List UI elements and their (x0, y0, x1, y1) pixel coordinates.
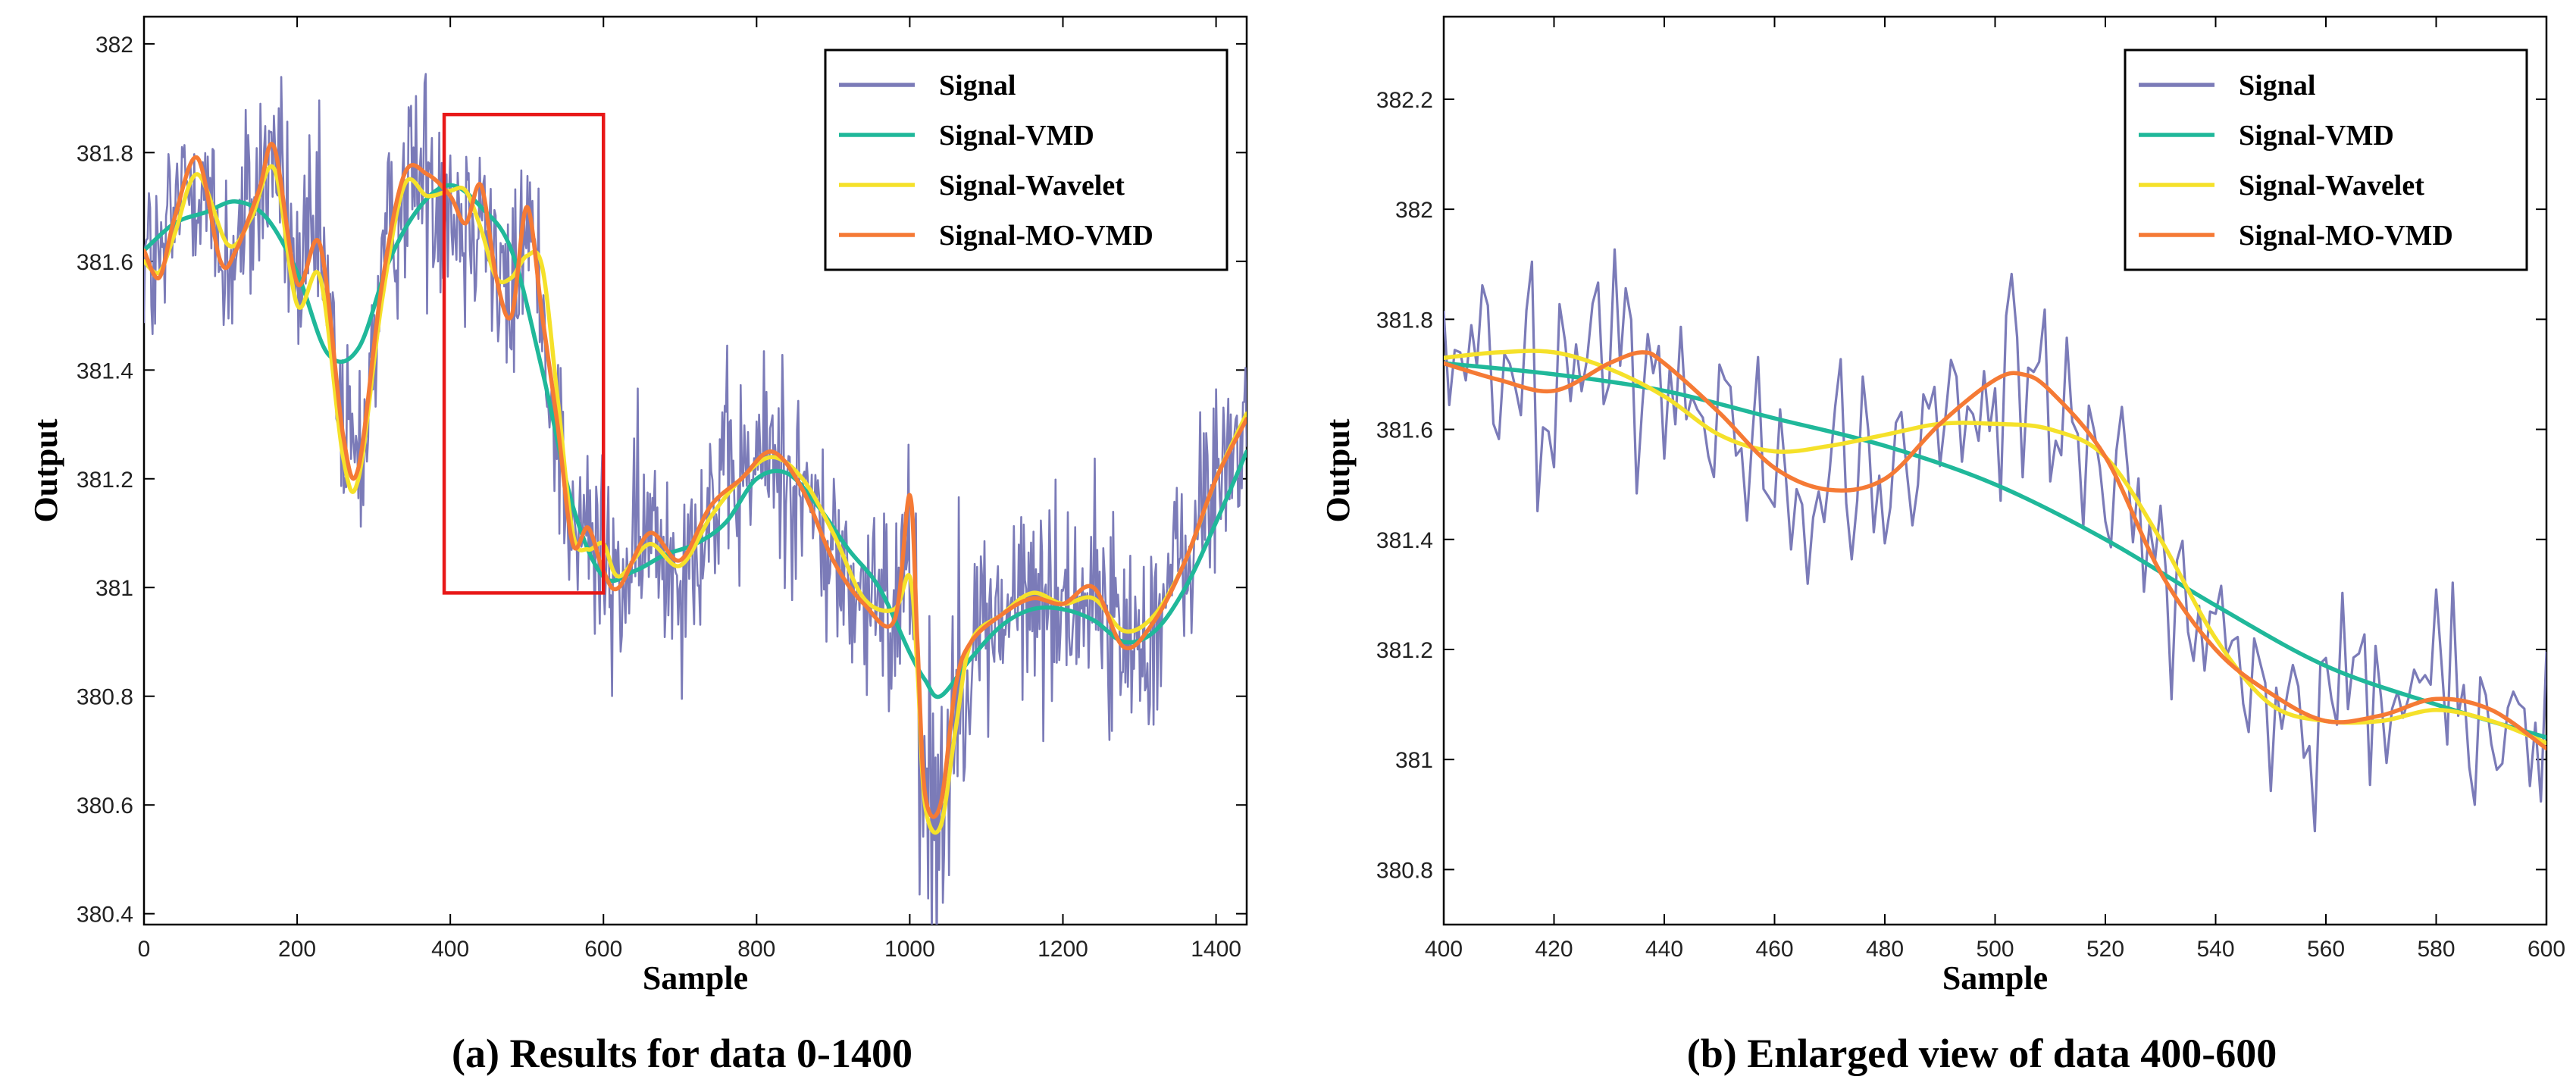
legend-entry-label: Signal-VMD (2239, 120, 2394, 152)
x-tick-label: 540 (2196, 937, 2234, 962)
y-tick-label: 380.8 (77, 685, 133, 710)
legend: Signal Signal-VMD Signal-Wavelet Signal-MO-… (2124, 49, 2528, 271)
series-signal (1444, 248, 2546, 833)
legend-entry-label: Signal (939, 70, 1016, 102)
x-tick-label: 400 (431, 937, 469, 962)
plot-frame (142, 15, 1248, 926)
x-tick-label: 560 (2307, 937, 2345, 962)
panel-b: 400 420 440 460 480 500 520 540 560 580 600 380.8 38… (1319, 15, 2565, 1076)
y-tick-label: 381.6 (1376, 418, 1433, 443)
y-axis-label: Output (27, 418, 64, 522)
plot-area (1444, 248, 2546, 833)
x-axis-label: Sample (643, 959, 748, 997)
x-tick-label: 1200 (1038, 937, 1088, 962)
x-tick-label: 1000 (884, 937, 935, 962)
y-tick-label: 382.2 (1376, 88, 1433, 113)
y-tick-label: 381 (1395, 748, 1433, 773)
panel-a: 0 200 400 600 800 1000 1200 1400 380.4 380.6 380.8… (27, 15, 1248, 1076)
legend-entry-label: Signal-Wavelet (2239, 170, 2424, 202)
x-tick-label: 800 (737, 937, 775, 962)
y-tick-label: 380.6 (77, 793, 133, 818)
y-tick-label: 380.8 (1376, 858, 1433, 883)
legend-entry-label: Signal-MO-VMD (939, 220, 1153, 252)
x-tick-label: 600 (584, 937, 622, 962)
panel-caption: (a) Results for data 0-1400 (452, 1031, 912, 1076)
legend-entry-label: Signal-Wavelet (939, 170, 1125, 202)
y-tick-label: 381.6 (77, 250, 133, 275)
x-tick-label: 440 (1645, 937, 1683, 962)
y-tick-label: 381.4 (77, 358, 133, 383)
y-tick-label: 381.8 (77, 141, 133, 166)
legend-entry-label: Signal (2239, 70, 2315, 102)
x-tick-label: 200 (278, 937, 316, 962)
y-tick-label: 381.8 (1376, 308, 1433, 333)
y-tick-label: 381 (95, 576, 133, 601)
series-signal (144, 73, 1247, 925)
x-tick-label: 520 (2086, 937, 2124, 962)
x-tick-label: 1400 (1191, 937, 1241, 962)
x-tick-label: 420 (1535, 937, 1573, 962)
y-tick-label: 381.2 (77, 468, 133, 493)
x-tick-label: 500 (1976, 937, 2014, 962)
panel-caption: (b) Enlarged view of data 400-600 (1687, 1031, 2277, 1076)
series-signal-mo-vmd (1444, 350, 2546, 751)
y-tick-label: 381.2 (1376, 638, 1433, 663)
y-tick-label: 382 (1395, 198, 1433, 223)
x-tick-label: 0 (138, 937, 151, 962)
legend-entry-label: Signal-MO-VMD (2239, 220, 2453, 252)
y-tick-label: 381.4 (1376, 528, 1433, 553)
series-signal-vmd (1444, 361, 2546, 740)
x-tick-label: 600 (2527, 937, 2565, 962)
legend: Signal Signal-VMD Signal-Wavelet Signal-MO-… (824, 49, 1229, 271)
x-axis-label: Sample (1942, 959, 2048, 997)
x-tick-label: 400 (1425, 937, 1463, 962)
legend-entry-label: Signal-VMD (939, 120, 1094, 152)
x-tick-label: 580 (2417, 937, 2455, 962)
y-axis-label: Output (1319, 418, 1357, 522)
y-tick-label: 382 (95, 33, 133, 58)
highlight-box (442, 112, 606, 595)
y-tick-label: 380.4 (77, 903, 133, 928)
x-tick-label: 460 (1755, 937, 1793, 962)
plot-area (144, 73, 1247, 925)
x-tick-label: 480 (1866, 937, 1904, 962)
series-signal-mo-vmd (144, 142, 1247, 819)
